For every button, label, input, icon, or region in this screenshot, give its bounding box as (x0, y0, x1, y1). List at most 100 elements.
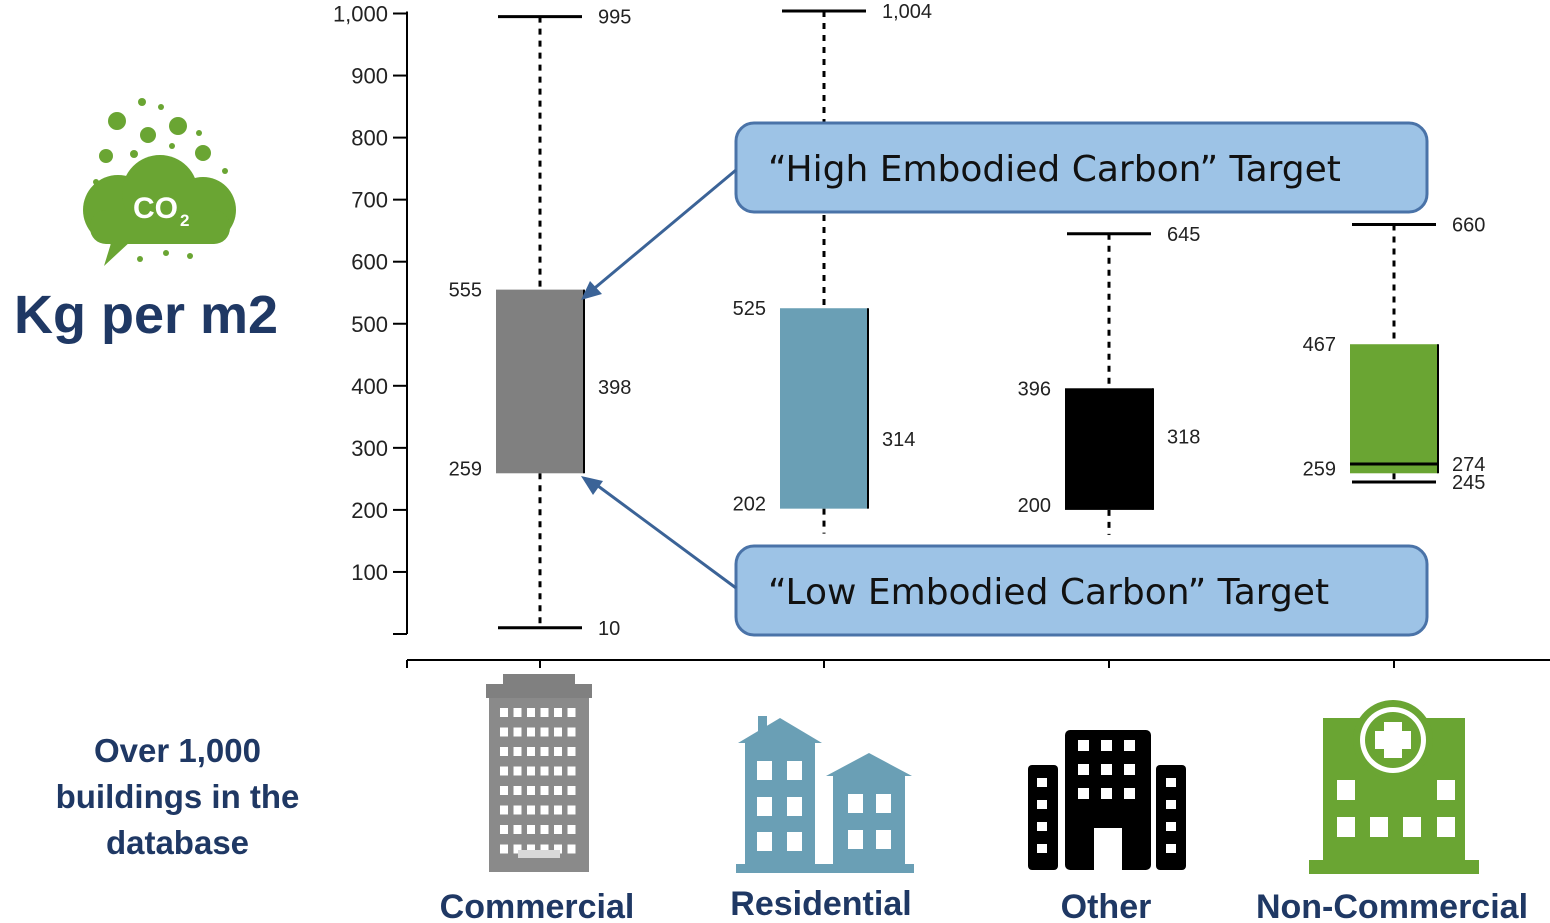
office-window (500, 747, 508, 756)
office-window (567, 727, 576, 737)
office-window (540, 747, 549, 756)
office-window (513, 766, 522, 776)
office-window (540, 825, 549, 834)
callout-low-text: “Low Embodied Carbon” Target (768, 572, 1329, 613)
office-window (527, 708, 535, 717)
office-window (500, 805, 508, 815)
y-tick-label: 100 (351, 560, 388, 585)
office-window (500, 766, 508, 776)
category-label: Other (1061, 888, 1152, 923)
office-window (513, 708, 522, 717)
office-window (513, 747, 522, 756)
q1-label: 200 (1018, 495, 1051, 517)
min-label: 245 (1452, 472, 1485, 494)
iqr-box (780, 308, 868, 509)
office-window (567, 766, 576, 776)
office-window (527, 805, 535, 815)
max-label: 645 (1167, 224, 1200, 246)
arrow-high-head (581, 281, 602, 300)
arrow-low-head (581, 476, 603, 495)
office-window (527, 786, 535, 795)
office-window (513, 825, 522, 834)
office-window (513, 844, 522, 854)
callout-low: “Low Embodied Carbon” Target (734, 544, 1429, 637)
arrow-low (593, 481, 737, 590)
iqr-box (1350, 344, 1438, 474)
database-note: Over 1,000 buildings in the database (55, 732, 300, 861)
y-tick-label: 1,000 (333, 2, 388, 27)
y-tick-label: 600 (351, 250, 388, 275)
office-window (527, 844, 535, 854)
office-window (513, 727, 522, 737)
office-window (500, 786, 508, 795)
min-label: 10 (598, 618, 620, 640)
office-window (554, 786, 562, 795)
box-plot-non-commercial (1350, 222, 1439, 484)
office-window (513, 805, 522, 815)
iqr-box (496, 289, 584, 474)
q1-label: 259 (1303, 458, 1336, 480)
office-window (554, 805, 562, 815)
co2-text: CO (133, 192, 178, 225)
category-label-layer: Commercial Residential Other Non-Commercial (440, 885, 1528, 923)
q3-label: 467 (1303, 334, 1336, 356)
y-tick-label: 900 (351, 64, 388, 89)
office-window (567, 805, 576, 815)
office-window (567, 747, 576, 756)
axis-layer: 1,000 900 800 700 600 500 400 300 200 100 (333, 2, 1550, 668)
category-label: Commercial (440, 888, 635, 923)
office-window (527, 766, 535, 776)
office-window (540, 727, 549, 737)
office-window (500, 727, 508, 737)
office-window (500, 708, 508, 717)
office-window (527, 727, 535, 737)
y-tick-label: 800 (351, 126, 388, 151)
residential-houses-icon (736, 716, 914, 873)
office-window (554, 708, 562, 717)
office-window (554, 727, 562, 737)
callout-high-text: “High Embodied Carbon” Target (768, 149, 1341, 190)
max-label: 660 (1452, 214, 1485, 236)
office-window (500, 844, 508, 854)
office-window (540, 844, 549, 854)
q1-label: 202 (733, 494, 766, 516)
office-window (540, 786, 549, 795)
iqr-box (1065, 388, 1153, 510)
office-window (527, 747, 535, 756)
category-label: Residential (730, 885, 911, 923)
y-tick-label: 200 (351, 498, 388, 523)
callout-high-box (734, 121, 1429, 214)
q1-label: 259 (449, 458, 482, 480)
max-label: 995 (598, 7, 631, 29)
office-building-icon (486, 674, 592, 872)
y-tick-label: 300 (351, 436, 388, 461)
box-layer (496, 9, 1439, 630)
office-window (540, 708, 549, 717)
q3-label: 525 (733, 298, 766, 320)
office-window (527, 825, 535, 834)
office-window (567, 844, 576, 854)
office-window (567, 708, 576, 717)
office-window (567, 825, 576, 834)
office-window (513, 786, 522, 795)
value-label-layer: 995 555 259 398 10 1,004 525 202 314 645 396 200 318… (449, 1, 1486, 640)
office-window (554, 747, 562, 756)
q3-label: 555 (449, 280, 482, 302)
office-window (554, 825, 562, 834)
median-label: 398 (598, 377, 631, 399)
y-tick-label: 500 (351, 312, 388, 337)
city-buildings-icon (1028, 730, 1186, 870)
callout-high: “High Embodied Carbon” Target (734, 121, 1429, 214)
box-plot-residential (780, 9, 869, 534)
office-window (567, 786, 576, 795)
office-window (540, 805, 549, 815)
box-plot-commercial (496, 15, 585, 630)
unit-label: Kg per m2 (14, 285, 279, 345)
max-label: 1,004 (882, 1, 932, 23)
y-tick-label: 700 (351, 188, 388, 213)
co2-cloud-icon: CO 2 (83, 98, 236, 266)
median-label: 318 (1167, 427, 1200, 449)
office-window (554, 844, 562, 854)
co2-subscript: 2 (180, 211, 189, 230)
